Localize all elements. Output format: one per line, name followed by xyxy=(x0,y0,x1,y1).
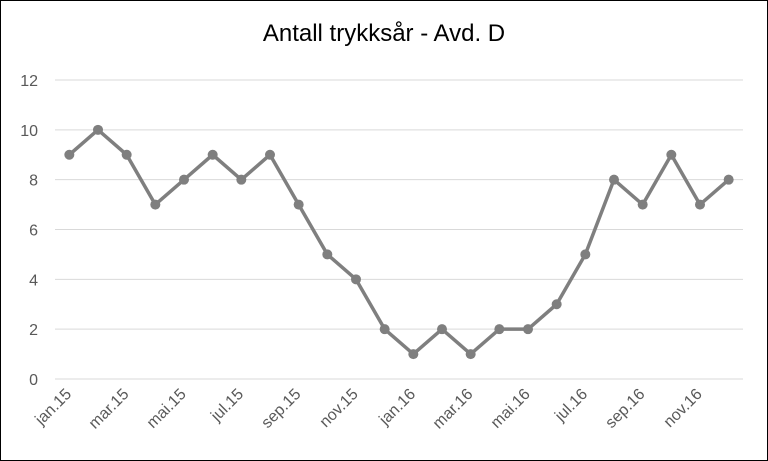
y-tick-label: 10 xyxy=(20,123,38,140)
y-axis-ticks: 0 2 4 6 8 10 12 xyxy=(20,73,38,389)
data-point xyxy=(351,274,361,285)
x-tick-label: mar.16 xyxy=(430,386,477,433)
data-point xyxy=(322,249,333,260)
data-point xyxy=(609,174,619,185)
x-tick-label: jul.15 xyxy=(207,386,247,426)
x-tick-label: mai.15 xyxy=(144,386,190,432)
data-point xyxy=(64,149,75,160)
data-point xyxy=(695,199,705,210)
x-tick-label: nov.16 xyxy=(661,386,706,431)
data-point xyxy=(723,174,734,185)
data-point xyxy=(637,199,648,210)
x-axis-ticks: jan.15 mar.15 mai.15 jul.15 sep.15 nov.15 jan.… xyxy=(32,386,706,433)
data-point xyxy=(207,149,218,160)
data-point xyxy=(121,149,132,160)
data-point xyxy=(551,299,562,310)
x-tick-label: mar.15 xyxy=(86,386,133,433)
x-tick-label: mai.16 xyxy=(488,386,534,432)
data-point xyxy=(265,149,275,160)
series-layer xyxy=(64,124,734,360)
data-point xyxy=(236,174,247,185)
x-tick-label: jan.15 xyxy=(32,386,76,430)
y-tick-label: 12 xyxy=(20,73,38,90)
data-point xyxy=(580,249,591,260)
data-point xyxy=(666,149,677,160)
data-point xyxy=(465,349,476,360)
x-tick-label: sep.15 xyxy=(258,386,304,432)
y-tick-label: 4 xyxy=(29,272,38,289)
x-tick-label: sep.16 xyxy=(602,386,648,432)
data-point xyxy=(494,324,505,335)
series-line xyxy=(68,128,730,356)
data-point xyxy=(93,124,103,135)
data-point xyxy=(179,174,189,185)
y-tick-label: 0 xyxy=(29,372,38,389)
x-tick-label: jan.16 xyxy=(376,386,420,430)
data-point xyxy=(523,324,533,335)
data-point xyxy=(437,324,447,335)
data-point xyxy=(293,199,304,210)
y-tick-label: 8 xyxy=(29,173,38,190)
data-point xyxy=(379,324,390,335)
chart-title: Antall trykksår - Avd. D xyxy=(262,20,506,47)
y-tick-label: 6 xyxy=(29,223,38,240)
y-tick-label: 2 xyxy=(29,322,38,339)
data-point xyxy=(408,349,419,360)
x-tick-label: nov.15 xyxy=(317,386,362,431)
gridlines xyxy=(55,79,743,380)
data-point xyxy=(150,199,161,210)
x-tick-label: jul.16 xyxy=(551,386,591,426)
